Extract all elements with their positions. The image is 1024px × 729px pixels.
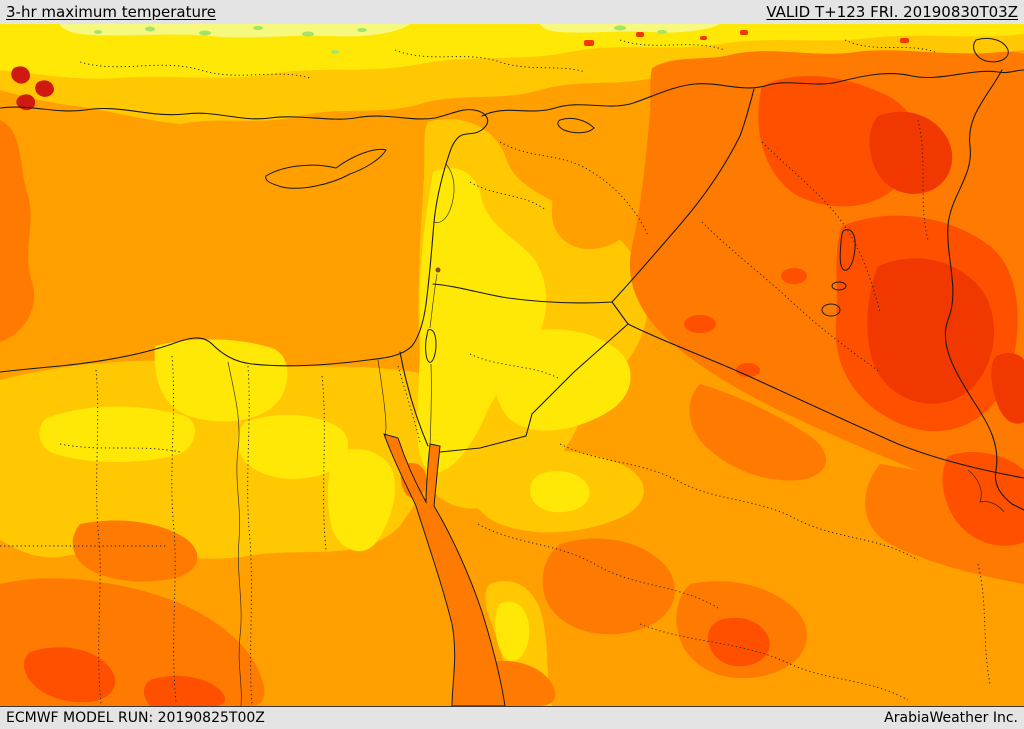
small-red-patch: [16, 94, 36, 111]
temp-region: [331, 50, 339, 54]
admin-border: [469, 353, 559, 379]
small-red-patch: [636, 32, 644, 37]
admin-border: [917, 119, 929, 241]
admin-border: [477, 523, 719, 609]
temp-region: [869, 111, 953, 194]
lake-razzaza: [821, 303, 841, 317]
temp-region: [72, 520, 198, 582]
admin-border: [619, 39, 726, 51]
cyprus-island: [265, 148, 387, 189]
admin-border: [469, 181, 547, 211]
admin-border: [499, 141, 649, 237]
temp-region: [199, 30, 211, 36]
temp-region: [327, 449, 395, 552]
map-title: 3-hr maximum temperature: [6, 3, 217, 21]
egypt-israel-border: [399, 351, 429, 447]
temp-region: [94, 30, 102, 34]
model-run-label: ECMWF MODEL RUN: 20190825T00Z: [6, 710, 265, 726]
temp-region: [154, 339, 288, 422]
arava-border: [429, 363, 432, 447]
syria-jordan-border: [432, 283, 613, 304]
temp-region: [684, 315, 716, 333]
header-bar: 3-hr maximum temperature VALID T+123 FRI…: [0, 0, 1024, 24]
jordan-river-border: [429, 273, 438, 329]
temp-region: [0, 120, 35, 342]
jordan-saudi-border: [439, 323, 629, 453]
water-bodies: [377, 267, 506, 706]
lebanon-border: [433, 163, 455, 223]
nile-river: [227, 361, 242, 706]
temp-region: [495, 601, 530, 661]
red-sea: [383, 433, 506, 706]
admin-border: [95, 369, 102, 705]
lake-assad: [557, 117, 595, 134]
admin-border: [59, 443, 181, 453]
dead-sea: [425, 329, 437, 363]
suez-canal: [377, 359, 387, 439]
admin-border: [844, 39, 936, 53]
temp-region: [552, 177, 635, 250]
temp-region: [781, 268, 807, 284]
temp-region: [614, 25, 626, 31]
temp-region: [144, 675, 226, 706]
admin-border: [321, 375, 327, 551]
admin-border: [761, 141, 881, 313]
mediterranean-coastline: [0, 106, 489, 373]
valid-time-label: VALID T+123 FRI. 20190830T03Z: [766, 3, 1018, 21]
map-svg: [0, 24, 1024, 706]
temp-region: [0, 24, 1024, 79]
small-red-patch: [11, 66, 30, 84]
temp-region: [530, 471, 590, 513]
coastlines: [0, 106, 489, 706]
small-red-patch: [900, 38, 909, 43]
lake-habbaniyah: [831, 281, 847, 291]
map-canvas: [0, 24, 1024, 706]
admin-border: [397, 365, 421, 443]
admin-border: [247, 365, 253, 705]
temp-region: [689, 384, 827, 481]
small-red-patch: [35, 80, 54, 97]
temp-region: [253, 26, 263, 30]
iran-border: [944, 69, 1024, 511]
footer-bar: ECMWF MODEL RUN: 20190825T00Z ArabiaWeat…: [0, 706, 1024, 729]
temp-region: [357, 28, 367, 32]
iraq-saudi-border: [627, 323, 1024, 479]
temp-region: [39, 406, 196, 463]
temp-region: [417, 168, 547, 473]
country-borders: [399, 69, 1024, 513]
temp-region: [493, 329, 631, 431]
admin-border: [701, 221, 881, 373]
admin-border: [79, 61, 311, 79]
temp-region: [540, 24, 720, 33]
lakes: [557, 37, 1009, 317]
sea-of-galilee: [435, 267, 441, 273]
temp-region: [867, 258, 995, 404]
temp-region: [657, 30, 667, 34]
admin-border: [639, 623, 909, 701]
small-red-patch: [740, 30, 748, 35]
temp-region: [23, 647, 116, 703]
brand-label: ArabiaWeather Inc.: [884, 710, 1018, 726]
temp-region: [991, 353, 1024, 424]
temp-region: [237, 415, 348, 479]
temperature-field: [0, 24, 1024, 706]
temp-region: [707, 617, 770, 667]
admin-border: [977, 563, 991, 685]
admin-border: [171, 355, 177, 703]
temp-region: [145, 26, 155, 32]
temp-region: [736, 363, 760, 377]
turkey-south-border: [481, 69, 1024, 117]
small-red-patch: [700, 36, 707, 40]
admin-borders: [0, 39, 991, 705]
lake-van: [973, 37, 1009, 63]
jordan-iraq-border: [611, 301, 629, 325]
small-red-patch: [584, 40, 594, 46]
temp-region: [542, 538, 675, 635]
temp-region: [302, 31, 314, 37]
temp-region: [942, 451, 1024, 546]
syria-iraq-border: [611, 88, 755, 303]
lake-tharthar: [839, 229, 856, 271]
kuwait-border: [967, 469, 1005, 513]
